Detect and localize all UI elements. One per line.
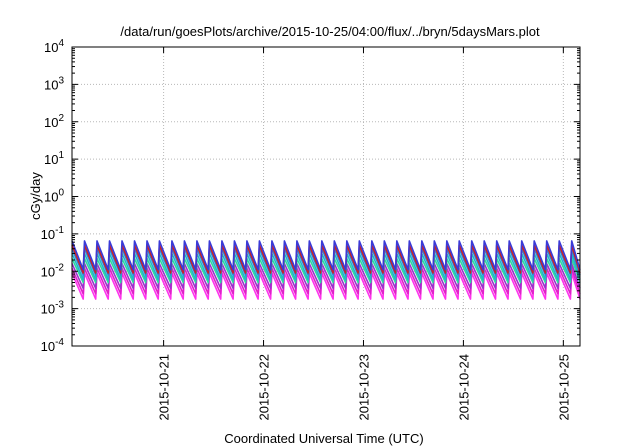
series-layer bbox=[71, 240, 581, 300]
grid-layer bbox=[72, 47, 580, 346]
y-tick-label: 101 bbox=[44, 150, 64, 167]
x-axis-label: Coordinated Universal Time (UTC) bbox=[224, 431, 423, 446]
y-axis-label: cGy/day bbox=[28, 172, 43, 220]
chart-title: /data/run/goesPlots/archive/2015-10-25/0… bbox=[120, 24, 540, 39]
y-tick-label: 102 bbox=[44, 113, 64, 130]
y-tick-label: 10-4 bbox=[41, 337, 65, 354]
y-tick-label: 104 bbox=[44, 38, 64, 55]
plot-border bbox=[71, 46, 581, 347]
axis-layer: 104 103 102 101 100 10-1 10-2 10-3 10-4 2015-10-2… bbox=[41, 38, 581, 421]
x-tick-label: 2015-10-24 bbox=[456, 354, 471, 421]
y-tick-label: 103 bbox=[44, 75, 64, 92]
x-tick-label: 2015-10-23 bbox=[356, 354, 371, 421]
y-tick-label: 10-3 bbox=[41, 300, 65, 317]
x-tick-label: 2015-10-22 bbox=[257, 354, 272, 421]
x-tick-label: 2015-10-25 bbox=[556, 354, 571, 421]
series-line bbox=[71, 240, 581, 271]
y-tick-label: 100 bbox=[44, 188, 64, 205]
y-tick-label: 10-1 bbox=[41, 225, 65, 242]
y-tick-label: 10-2 bbox=[41, 262, 65, 279]
x-tick-label: 2015-10-21 bbox=[157, 354, 172, 421]
